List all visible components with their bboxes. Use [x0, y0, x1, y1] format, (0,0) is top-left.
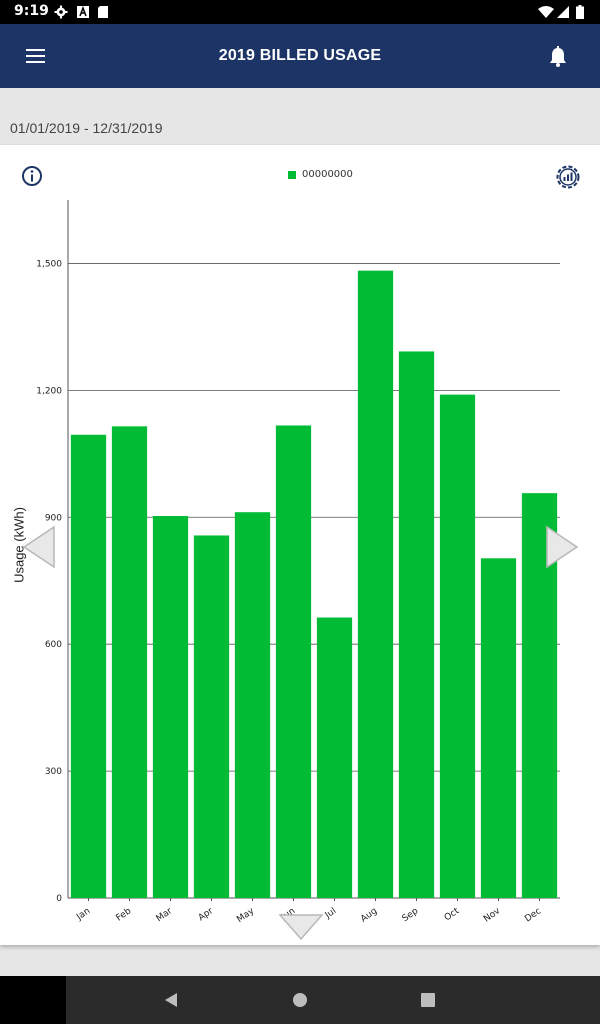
legend-swatch	[288, 170, 296, 179]
recents-button[interactable]	[416, 988, 440, 1012]
y-tick-label: 900	[45, 513, 62, 523]
status-time: 9:19	[14, 3, 49, 19]
bar-jan	[70, 434, 107, 898]
bar-sep	[398, 351, 435, 899]
y-tick-label: 300	[45, 767, 62, 777]
battery-icon	[576, 5, 584, 19]
x-tick-label: Nov	[482, 906, 503, 925]
bar-oct	[439, 394, 476, 898]
expand-down-button[interactable]	[278, 912, 324, 942]
previous-period-button[interactable]	[22, 525, 56, 569]
y-tick-label: 600	[45, 640, 62, 650]
x-tick-label: Aug	[359, 906, 379, 924]
system-navigation-bar	[0, 976, 600, 1024]
signal-icon	[557, 6, 569, 18]
chart-legend: 00000000	[288, 169, 353, 180]
x-tick-label: Jan	[74, 906, 92, 923]
x-tick-label: Feb	[114, 906, 133, 923]
bell-icon	[550, 46, 566, 67]
arrow-left-icon	[22, 525, 55, 569]
x-tick-label: Mar	[155, 906, 175, 924]
x-tick-label: Jul	[323, 906, 338, 921]
back-icon	[165, 993, 177, 1007]
menu-button[interactable]	[16, 40, 56, 72]
date-range: 01/01/2019 - 12/31/2019	[10, 120, 163, 136]
hamburger-menu-icon	[26, 49, 45, 63]
bar-apr	[193, 535, 230, 898]
y-tick-label: 1,500	[36, 259, 62, 269]
bar-jul	[316, 617, 353, 898]
gear-icon	[54, 5, 68, 19]
status-bar: 9:19	[0, 0, 600, 24]
x-tick-label: Sep	[401, 906, 421, 924]
bar-feb	[111, 426, 148, 898]
x-tick-label: Oct	[443, 906, 462, 923]
a-box-icon	[77, 5, 89, 18]
y-tick-label: 0	[56, 894, 62, 904]
back-button[interactable]	[160, 988, 184, 1012]
bar-nov	[480, 558, 517, 898]
x-tick-label: Dec	[523, 906, 543, 924]
notifications-button[interactable]	[540, 42, 576, 72]
bar-jun	[275, 425, 312, 898]
info-button[interactable]	[21, 165, 43, 187]
sd-card-icon	[98, 6, 108, 18]
home-button[interactable]	[288, 988, 312, 1012]
home-icon	[293, 993, 307, 1007]
next-period-button[interactable]	[545, 525, 579, 569]
bar-mar	[152, 516, 189, 898]
x-tick-label: Apr	[197, 906, 216, 923]
chart-settings-button[interactable]	[555, 164, 581, 190]
wifi-icon	[538, 6, 554, 18]
info-icon	[22, 166, 42, 186]
chart-settings-icon	[556, 165, 580, 189]
x-tick-label: May	[235, 906, 257, 925]
arrow-down-icon	[278, 914, 324, 941]
recents-icon	[421, 993, 435, 1007]
system-navigation-panel	[66, 976, 600, 1024]
bar-aug	[357, 270, 394, 898]
bar-may	[234, 512, 271, 898]
arrow-right-icon	[546, 525, 579, 569]
legend-label: 00000000	[302, 169, 353, 180]
y-tick-label: 1,200	[36, 386, 62, 396]
